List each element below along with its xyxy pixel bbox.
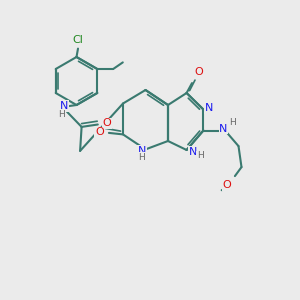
- Text: H: H: [197, 152, 204, 160]
- Text: O: O: [102, 118, 111, 128]
- Text: O: O: [95, 127, 104, 137]
- Text: H: H: [58, 110, 65, 119]
- Text: N: N: [205, 103, 214, 113]
- Text: H: H: [139, 153, 145, 162]
- Text: O: O: [194, 67, 203, 77]
- Text: N: N: [59, 101, 68, 111]
- Text: O: O: [223, 180, 232, 190]
- Text: N: N: [138, 146, 146, 156]
- Text: Cl: Cl: [73, 34, 83, 45]
- Text: H: H: [229, 118, 236, 127]
- Text: N: N: [219, 124, 228, 134]
- Text: N: N: [188, 147, 197, 157]
